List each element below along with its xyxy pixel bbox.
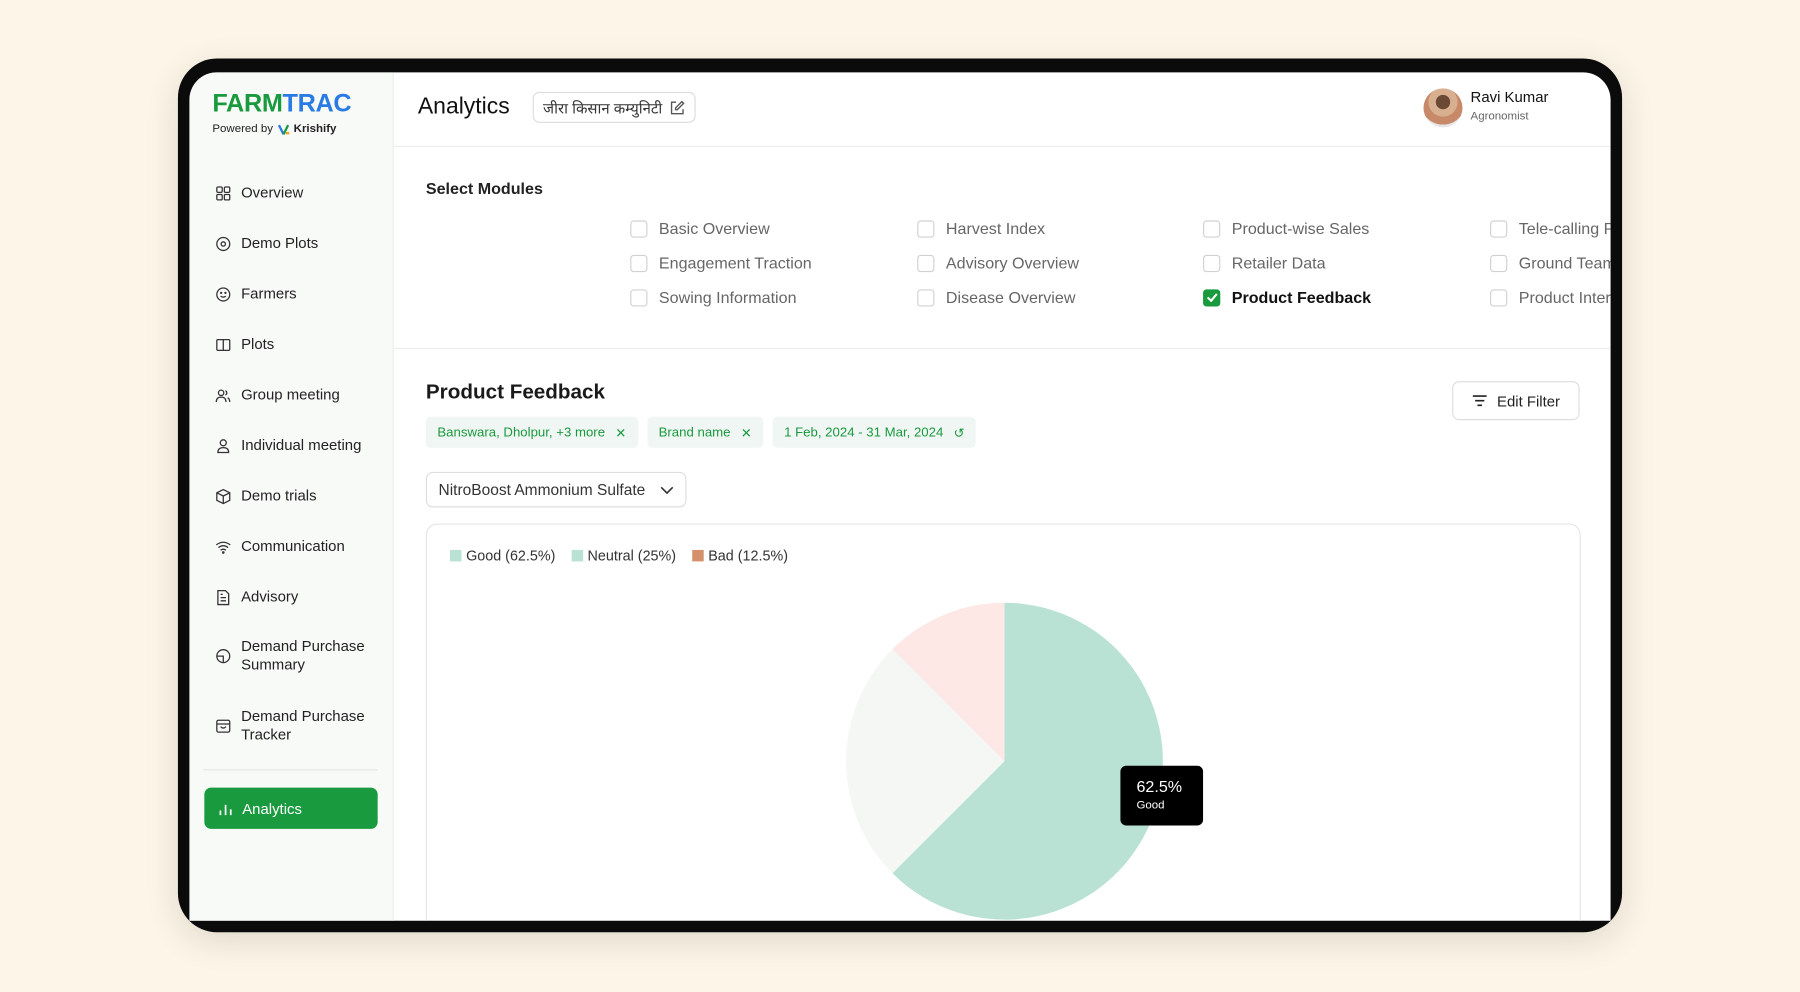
pie-slice-neutral[interactable] (846, 649, 1005, 874)
sidebar: FARMTRAC Powered by Krishify Overview Dem… (189, 72, 394, 921)
module-checkbox-disease-overview[interactable]: Disease Overview (917, 288, 1075, 307)
checkbox[interactable] (1490, 219, 1508, 238)
module-checkbox-harvest-index[interactable]: Harvest Index (917, 219, 1045, 238)
users-icon (215, 388, 231, 402)
edit-icon[interactable] (669, 99, 685, 115)
bag-icon (216, 719, 231, 733)
sidebar-item-demand-purchase-summary[interactable]: Demand Purchase Summary (215, 637, 379, 674)
checkbox[interactable] (1203, 254, 1221, 272)
legend-item-neutral[interactable]: Neutral (25%) (571, 548, 676, 564)
krishify-logo-icon (277, 124, 290, 135)
checkbox[interactable] (917, 219, 935, 238)
filter-tags: Banswara, Dholpur, +3 more ✕ Brand name ✕ … (425, 416, 977, 448)
product-dropdown[interactable]: NitroBoost Ammonium Sulfate (425, 471, 687, 508)
pie-slice-good[interactable] (892, 602, 1163, 920)
sidebar-item-overview[interactable]: Overview (215, 184, 303, 202)
legend-swatch (692, 549, 704, 562)
checkbox[interactable] (630, 219, 648, 238)
box-icon (216, 488, 231, 504)
reset-icon[interactable]: ↺ (953, 426, 965, 441)
module-checkbox-product-interest[interactable]: Product Interest (1490, 288, 1611, 307)
checkbox[interactable] (917, 288, 935, 306)
pie-slice-bad[interactable] (892, 602, 1005, 762)
modules-title: Select Modules (425, 179, 543, 198)
module-checkbox-sowing-information[interactable]: Sowing Information (630, 288, 797, 307)
chevron-down-icon (660, 486, 674, 494)
module-checkbox-product-feedback[interactable]: Product Feedback (1203, 288, 1371, 307)
top-header: Analytics जीरा किसान कम्युनिटी Ravi Kuma… (393, 72, 1611, 147)
feedback-chart-card: Good (62.5%) Neutral (25%) Bad (12.5%) 6… (425, 523, 1581, 921)
module-checkbox-product-wise-sales[interactable]: Product-wise Sales (1203, 219, 1369, 238)
module-checkbox-basic-overview[interactable]: Basic Overview (630, 219, 770, 238)
sidebar-item-advisory[interactable]: Advisory (215, 588, 298, 606)
brand-filter-tag[interactable]: Brand name ✕ (647, 416, 764, 448)
user-role: Agronomist (1470, 110, 1529, 123)
checkbox[interactable] (1203, 288, 1221, 306)
close-icon[interactable]: ✕ (740, 426, 752, 441)
location-filter-tag[interactable]: Banswara, Dholpur, +3 more ✕ (425, 416, 638, 448)
pie-chart (846, 602, 1163, 920)
sidebar-item-individual-meeting[interactable]: Individual meeting (215, 436, 361, 454)
header-title-row: Analytics जीरा किसान कम्युनिटी (417, 91, 696, 123)
avatar[interactable] (1423, 88, 1463, 128)
page-title: Analytics (417, 94, 510, 120)
wifi-icon (215, 541, 231, 554)
edit-filter-button[interactable]: Edit Filter (1452, 381, 1580, 421)
pie-icon (216, 648, 231, 663)
close-icon[interactable]: ✕ (615, 426, 627, 441)
legend-swatch (450, 549, 462, 562)
document-icon (217, 589, 230, 605)
checkbox[interactable] (1203, 219, 1221, 238)
check-icon (1206, 293, 1218, 302)
checkbox[interactable] (630, 288, 648, 306)
module-checkbox-tele-calling-performance[interactable]: Tele-calling Performance (1490, 219, 1611, 238)
checkbox[interactable] (917, 254, 935, 272)
sidebar-item-demand-purchase-tracker[interactable]: Demand Purchase Tracker (215, 707, 379, 744)
chart-tooltip: 62.5% Good (1120, 765, 1204, 826)
sidebar-item-plots[interactable]: Plots (215, 335, 274, 353)
module-checkbox-ground-team-performance[interactable]: Ground Team Performance (1490, 254, 1611, 272)
date-filter-tag[interactable]: 1 Feb, 2024 - 31 Mar, 2024 ↺ (772, 416, 977, 448)
select-modules-section: Select Modules Basic Overview Harvest Ind… (393, 147, 1611, 350)
sidebar-item-communication[interactable]: Communication (215, 537, 345, 555)
grid-icon (216, 185, 231, 200)
sidebar-item-demo-plots[interactable]: Demo Plots (215, 234, 318, 252)
smile-icon (216, 286, 231, 302)
legend-swatch (571, 549, 583, 562)
powered-by: Powered by Krishify (212, 122, 337, 136)
checkbox[interactable] (1490, 288, 1508, 306)
sidebar-item-demo-trials[interactable]: Demo trials (215, 487, 317, 505)
module-checkbox-advisory-overview[interactable]: Advisory Overview (917, 254, 1079, 272)
app-screen: FARMTRAC Powered by Krishify Overview Dem… (189, 72, 1611, 921)
farmtrac-logo: FARMTRAC (212, 88, 352, 118)
checkbox[interactable] (630, 254, 648, 272)
legend-item-good[interactable]: Good (62.5%) (450, 548, 555, 564)
section-title: Product Feedback (425, 380, 606, 403)
community-selector[interactable]: जीरा किसान कम्युनिटी (532, 91, 696, 123)
sidebar-item-analytics[interactable]: Analytics (204, 787, 378, 829)
checkbox[interactable] (1490, 254, 1508, 272)
chart-legend: Good (62.5%) Neutral (25%) Bad (12.5%) (450, 548, 788, 564)
module-checkbox-engagement-traction[interactable]: Engagement Traction (630, 254, 812, 272)
sidebar-item-group-meeting[interactable]: Group meeting (215, 386, 340, 404)
user-icon (217, 438, 230, 453)
sidebar-item-farmers[interactable]: Farmers (215, 285, 297, 303)
filter-icon (1472, 395, 1487, 407)
eye-icon (216, 236, 231, 251)
module-checkbox-retailer-data[interactable]: Retailer Data (1203, 254, 1326, 272)
legend-item-bad[interactable]: Bad (12.5%) (692, 548, 788, 564)
user-name: Ravi Kumar (1470, 88, 1549, 106)
bar-chart-icon (219, 804, 232, 815)
columns-icon (216, 338, 231, 351)
sidebar-divider (203, 769, 378, 771)
